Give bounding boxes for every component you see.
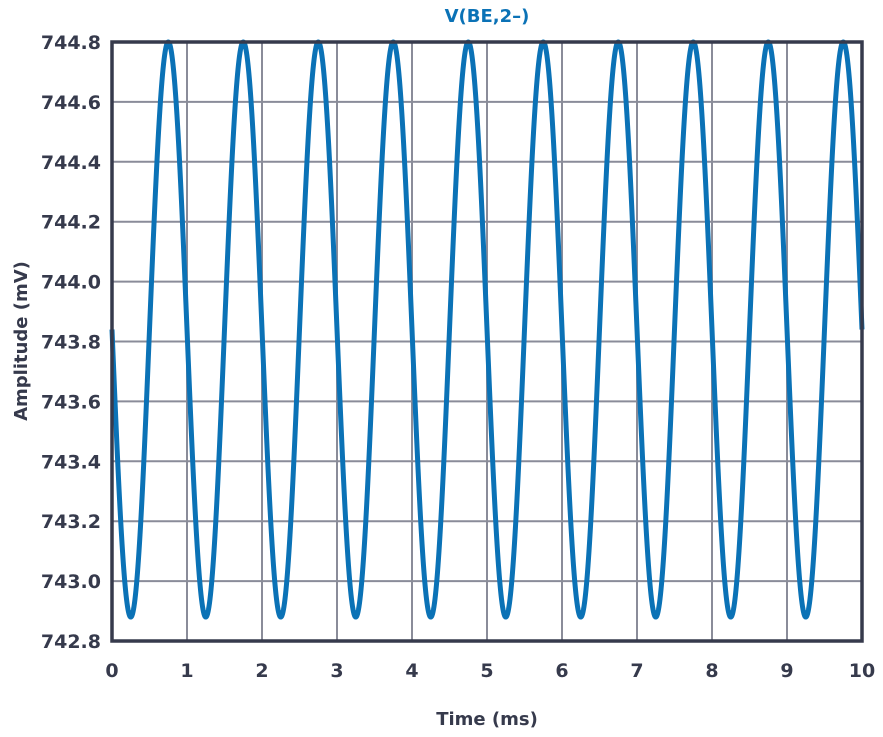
x-axis-ticks: 0 1 2 3 4 5 6 7 8 9 10 — [105, 660, 875, 682]
x-tick-label: 5 — [480, 660, 493, 682]
y-tick-label: 743.2 — [41, 511, 101, 533]
x-tick-label: 6 — [555, 660, 568, 682]
x-tick-label: 3 — [330, 660, 343, 682]
plot-frame — [110, 40, 864, 643]
y-tick-label: 744.2 — [41, 212, 101, 234]
y-tick-label: 743.8 — [41, 332, 101, 354]
x-tick-label: 8 — [705, 660, 718, 682]
x-tick-label: 0 — [105, 660, 118, 682]
x-axis-label: Time (ms) — [436, 709, 538, 730]
x-tick-label: 7 — [630, 660, 643, 682]
y-tick-label: 744.0 — [41, 272, 101, 294]
y-axis-ticks: 742.8 743.0 743.2 743.4 743.6 743.8 744.0 744.2… — [41, 32, 101, 653]
chart-title: V(BE,2–) — [445, 6, 530, 27]
x-tick-label: 4 — [405, 660, 418, 682]
x-tick-label: 9 — [780, 660, 793, 682]
y-tick-label: 743.6 — [41, 391, 101, 413]
y-tick-label: 744.8 — [41, 32, 101, 54]
y-tick-label: 744.6 — [41, 92, 101, 114]
y-tick-label: 744.4 — [41, 152, 101, 174]
y-axis-label: Amplitude (mV) — [11, 261, 32, 421]
y-tick-label: 743.4 — [41, 451, 101, 473]
y-tick-label: 743.0 — [41, 571, 101, 593]
x-tick-label: 10 — [849, 660, 875, 682]
series-line-vbe — [109, 39, 865, 620]
x-tick-label: 2 — [255, 660, 268, 682]
x-tick-label: 1 — [180, 660, 193, 682]
y-tick-label: 742.8 — [41, 631, 101, 653]
